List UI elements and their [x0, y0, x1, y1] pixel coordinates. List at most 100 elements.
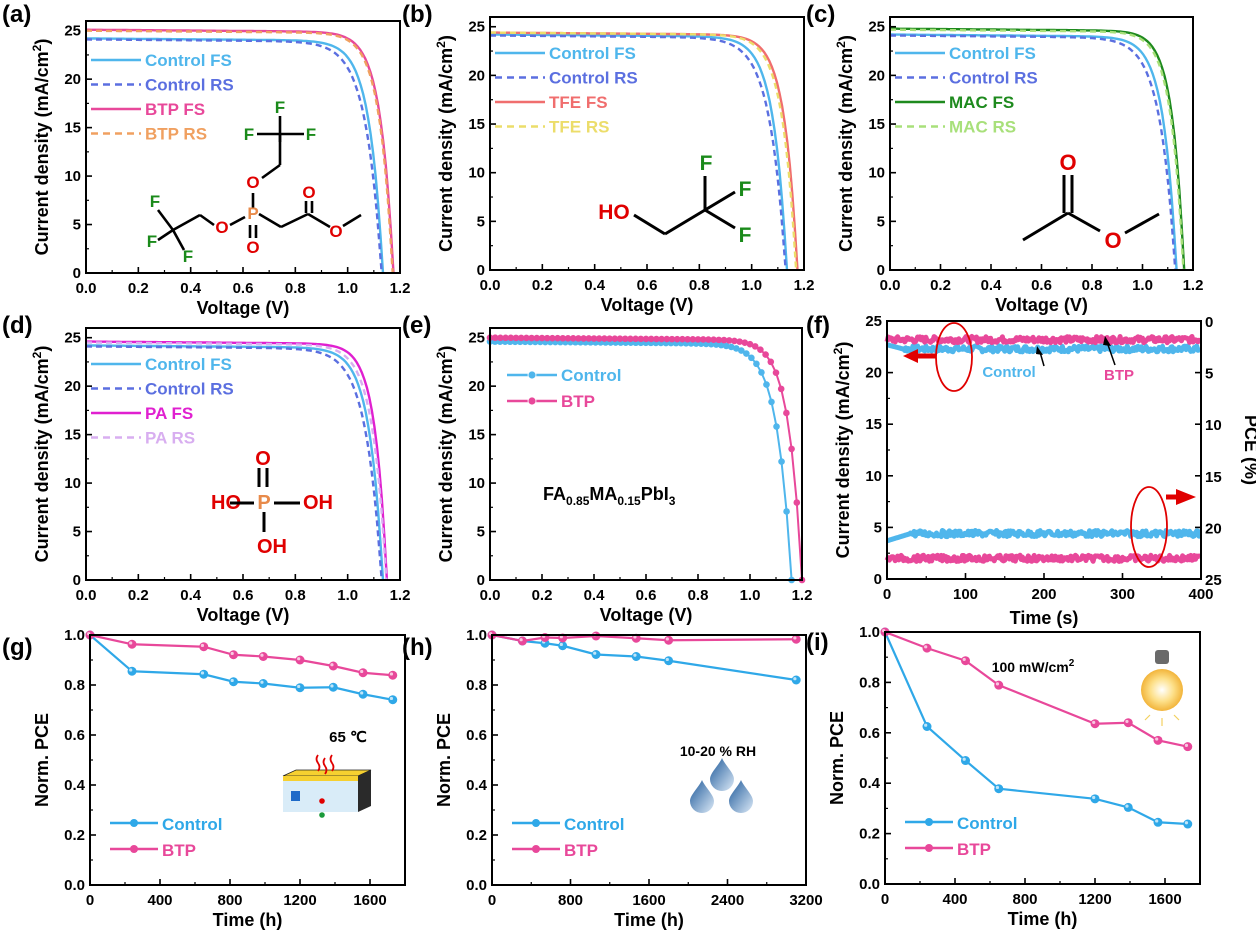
x-tick-label: 0.0: [880, 277, 901, 294]
y-tick-label: 0.0: [859, 876, 880, 893]
bond: [342, 213, 362, 228]
y-tick-label: 15: [468, 427, 485, 444]
x-axis-label: Time (s): [1010, 608, 1079, 628]
y-tick-label: 0.8: [64, 677, 85, 694]
data-point-control: [791, 675, 801, 685]
x-tick-label: 300: [1110, 586, 1135, 603]
data-point-highlight: [519, 638, 523, 642]
light-bulb-icon: [1141, 669, 1183, 711]
data-point-btp: [595, 335, 603, 342]
y-tick-label: 0: [477, 262, 485, 279]
panel-a: (a) 0.0 0.2 0.4 0.6 0.8 1.0 1.2 0 5 10 15 20 25 Voltag…: [2, 1, 410, 318]
data-point-btp: [653, 335, 660, 343]
data-point-btp: [710, 336, 717, 343]
data-point-highlight: [129, 668, 133, 672]
data-point-control: [591, 650, 601, 659]
atom-label: F: [150, 192, 160, 211]
data-point-highlight: [593, 651, 597, 655]
panel-d: (d) 0.0 0.2 0.4 0.6 0.8 1.0 1.2 0 5 10 15 20 25 Voltag…: [2, 312, 410, 625]
light-ray: [1173, 714, 1180, 721]
data-point-highlight: [200, 671, 205, 675]
data-point-btp: [658, 335, 665, 343]
data-point-btp: [611, 335, 619, 342]
data-point-control: [328, 682, 338, 692]
series-line-control-fs: [85, 37, 385, 274]
data-point-btp: [517, 636, 527, 646]
data-point-control: [358, 689, 368, 699]
x-tick-label: 400: [1188, 586, 1213, 603]
y-axis-label: Norm. PCE: [827, 711, 847, 805]
x-tick-label: 0.2: [128, 280, 149, 297]
x-axis-label: Voltage (V): [197, 605, 290, 625]
trace-btp-pce: [884, 552, 1202, 564]
arrowhead: [1103, 336, 1111, 346]
y-tick-label: 25: [865, 313, 882, 330]
bond: [1124, 212, 1160, 235]
y-tick-label: 0.4: [64, 777, 86, 794]
data-point-btp: [694, 336, 702, 343]
x-tick-label: 800: [217, 892, 242, 909]
data-point-btp: [1183, 742, 1193, 752]
data-point-control: [783, 508, 790, 515]
temperature-annotation: 65 ℃: [329, 729, 367, 746]
y-tick-label: 0.0: [64, 877, 85, 894]
atom-label: HO: [211, 492, 241, 514]
bond: [199, 213, 215, 227]
y-tick-label: 20: [865, 365, 882, 382]
data-point-btp: [388, 670, 398, 680]
y-tick-label: 15: [865, 416, 882, 433]
legend-label: TFE RS: [549, 118, 609, 137]
data-point-highlight: [360, 691, 364, 695]
data-point-highlight: [297, 657, 301, 661]
data-point-control: [727, 343, 735, 351]
x-tick-label: 100: [953, 586, 978, 603]
legend-marker: [527, 370, 537, 380]
trace-control-j: [885, 342, 1202, 355]
data-point-highlight: [360, 669, 364, 674]
plot-frame: [889, 16, 1194, 271]
atom-label: F: [739, 224, 752, 247]
data-point-btp: [715, 336, 723, 344]
y-tick-label: 0.4: [466, 777, 488, 794]
y2-tick-label: 10: [1205, 417, 1222, 434]
y-tick-label: 15: [64, 120, 81, 137]
x-tick-label: 0.0: [76, 587, 97, 604]
data-point-highlight: [389, 696, 394, 701]
y2-tick-label: 5: [1205, 366, 1213, 383]
data-point-btp: [788, 445, 795, 453]
data-point-btp: [523, 334, 530, 342]
data-point-control: [199, 669, 209, 679]
data-point-highlight: [633, 653, 637, 657]
x-tick-label: 0: [883, 586, 891, 603]
panel-g: (g) 0 400 800 1200 1600 0.0 0.2 0.4 0.6 0.8 1.0 Time…: [2, 627, 406, 930]
data-point-btp: [647, 335, 655, 343]
x-tick-label: 1.0: [337, 587, 358, 604]
legend-label: BTP: [957, 840, 991, 859]
humidity-illustration: 10-20 % RH: [680, 743, 756, 813]
legend-label: Control: [564, 815, 624, 834]
atom-label: F: [183, 247, 193, 266]
data-point-btp: [699, 336, 707, 343]
data-point-btp: [741, 339, 749, 346]
bond: [704, 190, 736, 212]
lamp-illustration: 100 mW/cm2: [992, 650, 1183, 726]
plot-frame: [489, 327, 803, 581]
heat-wave-icon: [322, 757, 328, 775]
x-axis-label: Time (h): [614, 910, 684, 930]
legend-label: Control RS: [145, 76, 234, 95]
y2-tick-label: 15: [1205, 469, 1222, 486]
legend-label: BTP RS: [145, 125, 207, 144]
data-point-highlight: [230, 678, 234, 683]
bond: [704, 208, 736, 230]
y-tick-label: 10: [64, 475, 81, 492]
molecule-mac: OO: [1022, 150, 1160, 253]
data-point-highlight: [230, 651, 234, 656]
data-point-btp: [762, 351, 769, 358]
data-point-highlight: [1184, 821, 1189, 825]
y-tick-label: 15: [64, 427, 81, 444]
atom-label: O: [329, 222, 342, 241]
data-point-highlight: [995, 785, 1000, 790]
data-point-highlight: [200, 643, 205, 648]
